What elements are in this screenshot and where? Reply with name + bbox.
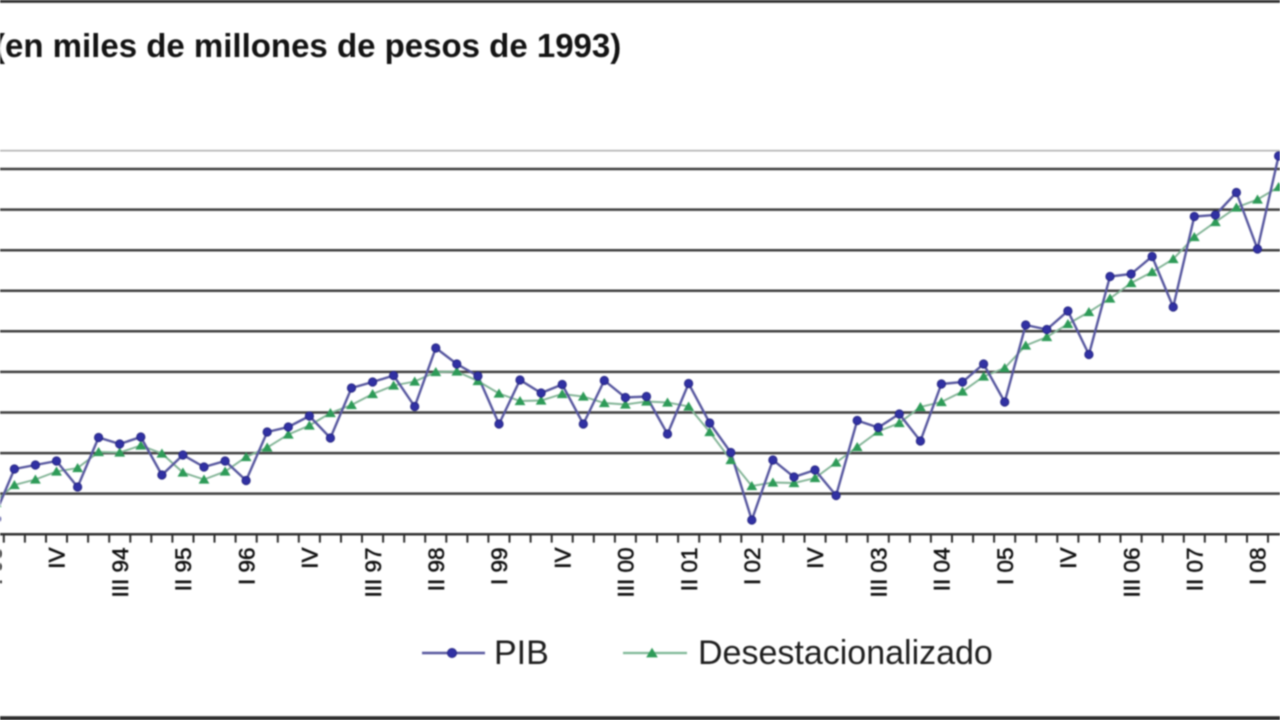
svg-text:III 06: III 06 [1119,548,1144,598]
svg-text:II 98: II 98 [424,548,449,592]
svg-text:IV: IV [803,548,828,569]
svg-text:IV: IV [550,548,575,569]
svg-text:III 97: III 97 [361,548,386,598]
svg-text:IV: IV [1056,548,1081,569]
svg-text:II 95: II 95 [171,548,196,592]
svg-text:IV: IV [45,548,70,569]
svg-text:III 03: III 03 [866,548,891,598]
svg-text:I 93: I 93 [0,548,7,586]
svg-text:I 05: I 05 [993,548,1018,586]
svg-text:I 02: I 02 [740,548,765,586]
svg-text:II 07: II 07 [1183,548,1208,592]
svg-text:IV: IV [298,548,323,569]
svg-text:III 94: III 94 [108,548,133,598]
svg-text:I 96: I 96 [234,548,259,586]
svg-text:Desestacionalizado: Desestacionalizado [698,634,993,672]
svg-text:I 08: I 08 [1246,548,1271,586]
svg-text:II 01: II 01 [677,548,702,592]
svg-text:(en miles de millones de pesos: (en miles de millones de pesos de 1993) [0,27,621,64]
svg-text:III 00: III 00 [614,548,639,598]
svg-text:PIB: PIB [494,634,549,672]
svg-text:II 04: II 04 [930,548,955,592]
svg-text:I 99: I 99 [487,548,512,586]
